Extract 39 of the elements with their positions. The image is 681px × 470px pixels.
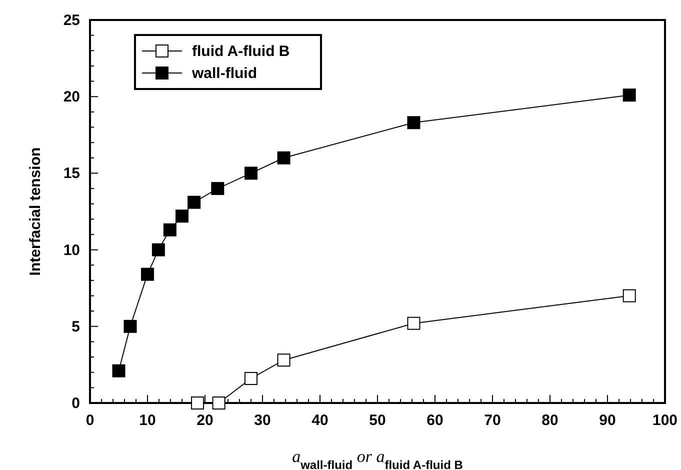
point — [163, 223, 176, 236]
x-tick-label: 20 — [196, 412, 214, 429]
legend-label: fluid A-fluid B — [192, 43, 290, 60]
point — [152, 243, 165, 256]
point — [188, 196, 201, 209]
point — [112, 364, 126, 378]
point — [277, 354, 290, 367]
point — [622, 88, 636, 102]
x-tick-label: 40 — [312, 412, 328, 429]
x-tick-label: 50 — [369, 412, 386, 429]
point — [124, 320, 137, 333]
point — [407, 316, 420, 330]
y-tick-label: 15 — [63, 165, 80, 182]
point — [141, 268, 154, 281]
x-tick-label: 60 — [426, 412, 444, 429]
x-tick-label: 10 — [139, 412, 156, 429]
legend-label: wall-fluid — [191, 65, 257, 82]
point — [176, 210, 188, 223]
point — [191, 396, 204, 410]
point — [244, 372, 258, 385]
y-tick-label: 5 — [72, 318, 80, 336]
point — [622, 289, 636, 302]
y-tick-label: 0 — [72, 395, 80, 412]
y-tick-label: 20 — [63, 88, 80, 106]
point — [211, 182, 224, 196]
point — [212, 396, 226, 410]
x-tick-label: 100 — [652, 412, 678, 429]
x-tick-label: 30 — [254, 412, 271, 429]
y-tick-label: 25 — [63, 12, 80, 29]
point — [277, 151, 290, 164]
y-axis-title: Interfacial tension — [27, 147, 44, 276]
x-tick-label: 80 — [542, 412, 558, 429]
x-tick-label: 0 — [86, 412, 94, 429]
x-tick-label: 90 — [599, 412, 616, 429]
point — [407, 116, 420, 130]
point — [244, 166, 258, 180]
x-tick-label: 70 — [484, 412, 501, 429]
x-axis-title: a$_{wall-fluid}$ or a$_{fluid A-fluid B}$ — [292, 447, 464, 470]
y-tick-label: 10 — [63, 242, 80, 259]
